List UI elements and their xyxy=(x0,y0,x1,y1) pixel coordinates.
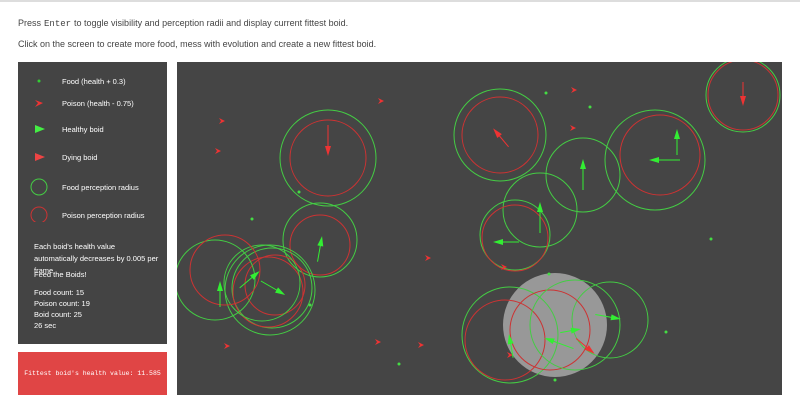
status-box: Fittest boid's health value: 11.585 xyxy=(18,352,167,395)
poison xyxy=(425,255,431,261)
poison-radius xyxy=(707,62,779,131)
key: Enter xyxy=(44,19,72,29)
healthy-boid xyxy=(544,337,555,345)
food-radius xyxy=(279,109,377,207)
legend-panel: Food (health + 0.3) Poison (health - 0.7… xyxy=(18,62,167,344)
food-radius xyxy=(461,286,559,384)
poison xyxy=(507,352,513,358)
healthy-boid xyxy=(507,334,514,345)
poison xyxy=(219,118,225,124)
poison-radius xyxy=(289,119,367,197)
poison xyxy=(375,339,381,345)
dying-boid xyxy=(325,146,331,156)
food-radius xyxy=(571,281,649,359)
text: to toggle visibility and perception radi… xyxy=(74,18,349,28)
food-radius xyxy=(282,202,358,278)
stat: 26 sec xyxy=(34,321,57,330)
poison-radius xyxy=(461,96,539,174)
poison-radius xyxy=(481,204,549,272)
legend-label: Food (health + 0.3) xyxy=(62,77,126,86)
healthy-boid xyxy=(580,159,586,169)
healthy-boid xyxy=(217,281,223,291)
fittest-highlight xyxy=(503,273,607,377)
dying-boid xyxy=(493,128,502,138)
info-text: Each boid's health value automatically d… xyxy=(34,242,159,275)
stat: Boid count: 25 xyxy=(34,310,82,319)
legend-icons xyxy=(30,79,48,222)
legend-label: Healthy boid xyxy=(62,125,104,134)
poison-radius xyxy=(509,289,591,371)
food-radius xyxy=(502,172,578,248)
food xyxy=(588,105,592,109)
healthy-boid xyxy=(674,129,680,139)
food-radius xyxy=(545,137,621,213)
healthy-boid xyxy=(610,314,621,321)
info-text: Feed the Boids! xyxy=(34,270,87,279)
poison-radius xyxy=(189,234,261,306)
food-radius xyxy=(231,247,313,329)
food-radius-icon xyxy=(30,178,48,196)
instruction: Click on the screen to create more food,… xyxy=(18,39,376,49)
stat: Poison count: 19 xyxy=(34,299,90,308)
healthy-boid xyxy=(493,239,503,245)
food xyxy=(397,362,401,366)
food-radius xyxy=(529,279,621,371)
healthy-boid xyxy=(275,287,286,295)
text: Click on the screen to create more food,… xyxy=(18,39,377,49)
legend-label: Dying boid xyxy=(62,153,98,162)
poison-radius xyxy=(289,214,351,276)
food xyxy=(544,91,548,95)
food-radius xyxy=(453,88,547,182)
food xyxy=(250,217,254,221)
healthy-boid xyxy=(250,271,260,280)
food xyxy=(547,272,551,276)
poison-radius xyxy=(464,299,546,381)
food-icon xyxy=(37,79,41,83)
poison xyxy=(418,342,424,348)
poison xyxy=(570,125,576,131)
poison-icon xyxy=(35,100,43,107)
instruction: Press Enter to toggle visibility and perce… xyxy=(18,18,348,29)
food-radius xyxy=(177,239,256,321)
healthy-icon xyxy=(35,125,45,133)
poison-radius xyxy=(619,114,701,196)
text: Press xyxy=(18,18,42,28)
poison xyxy=(215,148,221,154)
dying-boid xyxy=(585,345,595,354)
poison-radius xyxy=(244,254,306,316)
dying-icon xyxy=(35,153,45,161)
poison xyxy=(224,343,230,349)
healthy-boid xyxy=(649,157,659,163)
poison xyxy=(571,87,577,93)
poison-radius xyxy=(232,256,304,328)
food xyxy=(297,190,301,194)
food-radius xyxy=(705,62,781,133)
food-radius xyxy=(479,199,551,271)
legend-label: Poison (health - 0.75) xyxy=(62,99,134,108)
dying-boid xyxy=(740,96,746,106)
food xyxy=(664,330,668,334)
food xyxy=(553,378,557,382)
poison xyxy=(378,98,384,104)
food xyxy=(308,303,312,307)
healthy-boid xyxy=(317,236,324,247)
food-radius xyxy=(224,244,316,336)
poison xyxy=(501,264,507,270)
boid-vector xyxy=(549,339,574,350)
food-radius xyxy=(223,244,301,322)
simulation-canvas[interactable] xyxy=(177,62,782,395)
food-radius xyxy=(604,109,706,211)
legend-label: Poison perception radius xyxy=(62,211,145,220)
healthy-boid xyxy=(570,327,581,334)
legend-label: Food perception radius xyxy=(62,183,139,192)
poison-radius-icon xyxy=(30,206,48,222)
divider xyxy=(0,0,800,2)
stat: Food count: 15 xyxy=(34,288,85,297)
food xyxy=(709,237,713,241)
healthy-boid xyxy=(537,202,543,212)
